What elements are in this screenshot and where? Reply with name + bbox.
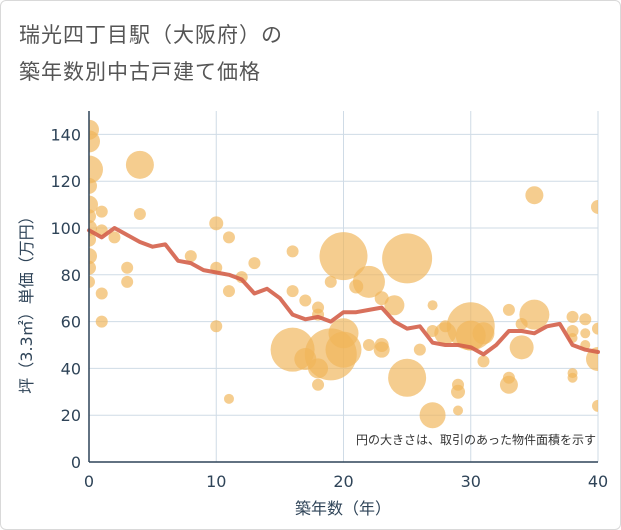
data-point [382, 233, 433, 284]
average-line [87, 226, 600, 357]
chart-title-line1: 瑞光四丁目駅（大阪府）の [19, 23, 283, 47]
data-point [248, 257, 261, 270]
data-point [580, 328, 591, 339]
data-point [286, 285, 299, 298]
data-point [426, 324, 439, 337]
data-point [121, 261, 134, 274]
data-point [89, 209, 96, 224]
data-point [89, 260, 96, 275]
data-point [108, 231, 121, 244]
data-point [223, 393, 234, 404]
data-point [515, 317, 528, 330]
data-point [222, 285, 235, 298]
data-point [566, 324, 579, 337]
y-tick-label: 20 [61, 406, 81, 425]
data-point [319, 232, 368, 281]
x-tick-labels: 0 10 20 30 40 [84, 472, 608, 491]
data-point [525, 186, 544, 205]
grid-lines [89, 111, 599, 462]
data-point [125, 150, 154, 179]
data-point [89, 155, 103, 184]
data-point [388, 358, 427, 397]
data-point [374, 338, 389, 352]
data-point [419, 402, 446, 429]
data-point [427, 300, 438, 311]
data-point [566, 310, 579, 323]
data-point [452, 378, 465, 391]
data-point [89, 177, 97, 194]
data-point [286, 245, 299, 258]
data-point [89, 232, 96, 247]
data-point [374, 291, 389, 306]
y-tick-label: 60 [61, 313, 81, 332]
y-tick-label: 100 [50, 219, 81, 238]
data-point [592, 399, 598, 412]
axes [88, 111, 598, 463]
x-tick-label: 0 [84, 472, 94, 491]
data-point [312, 378, 325, 391]
data-point [579, 313, 592, 326]
data-point [349, 279, 364, 294]
data-point [477, 355, 490, 368]
x-tick-label: 40 [588, 472, 608, 491]
x-tick-label: 30 [461, 472, 481, 491]
data-point [328, 318, 359, 349]
bubble-size-note: 円の大きさは、取引のあった物件面積を示す [356, 432, 596, 447]
data-point [299, 294, 312, 307]
data-point [184, 250, 197, 263]
data-point [453, 405, 464, 416]
y-tick-label: 80 [61, 266, 81, 285]
y-tick-label: 120 [50, 172, 81, 191]
y-tick-labels: 0 20 40 60 80 100 120 140 [50, 125, 81, 472]
data-point [384, 295, 405, 316]
data-point [95, 205, 108, 218]
y-axis-label: 坪（3.3㎡）単価（万円） [17, 208, 36, 393]
data-point [472, 322, 495, 345]
chart-title-line2: 築年数別中古戸建て価格 [19, 60, 261, 84]
data-point [89, 119, 99, 140]
y-tick-label: 40 [61, 359, 81, 378]
data-point [89, 248, 97, 265]
data-point [133, 207, 146, 220]
data-point [308, 358, 329, 379]
data-point [413, 343, 426, 356]
data-point [209, 216, 224, 231]
bubble-series [89, 119, 598, 429]
data-point [502, 303, 515, 316]
x-tick-label: 10 [206, 472, 226, 491]
data-point [89, 275, 95, 288]
y-tick-label: 140 [50, 125, 81, 144]
data-point [95, 315, 108, 328]
x-axis-label: 築年数（年） [295, 499, 391, 518]
y-tick-label: 0 [71, 453, 81, 472]
x-tick-label: 20 [333, 472, 353, 491]
data-point [567, 372, 578, 383]
data-point [121, 275, 134, 288]
average-line-series [87, 226, 600, 357]
data-point [222, 231, 235, 244]
data-point [439, 320, 452, 333]
data-point [591, 199, 598, 214]
data-point [592, 322, 598, 335]
data-point [362, 339, 375, 351]
data-point [210, 320, 223, 333]
data-point [502, 371, 515, 384]
data-point [509, 335, 534, 360]
data-point [95, 287, 108, 300]
data-point [89, 195, 98, 214]
data-point [324, 275, 337, 288]
